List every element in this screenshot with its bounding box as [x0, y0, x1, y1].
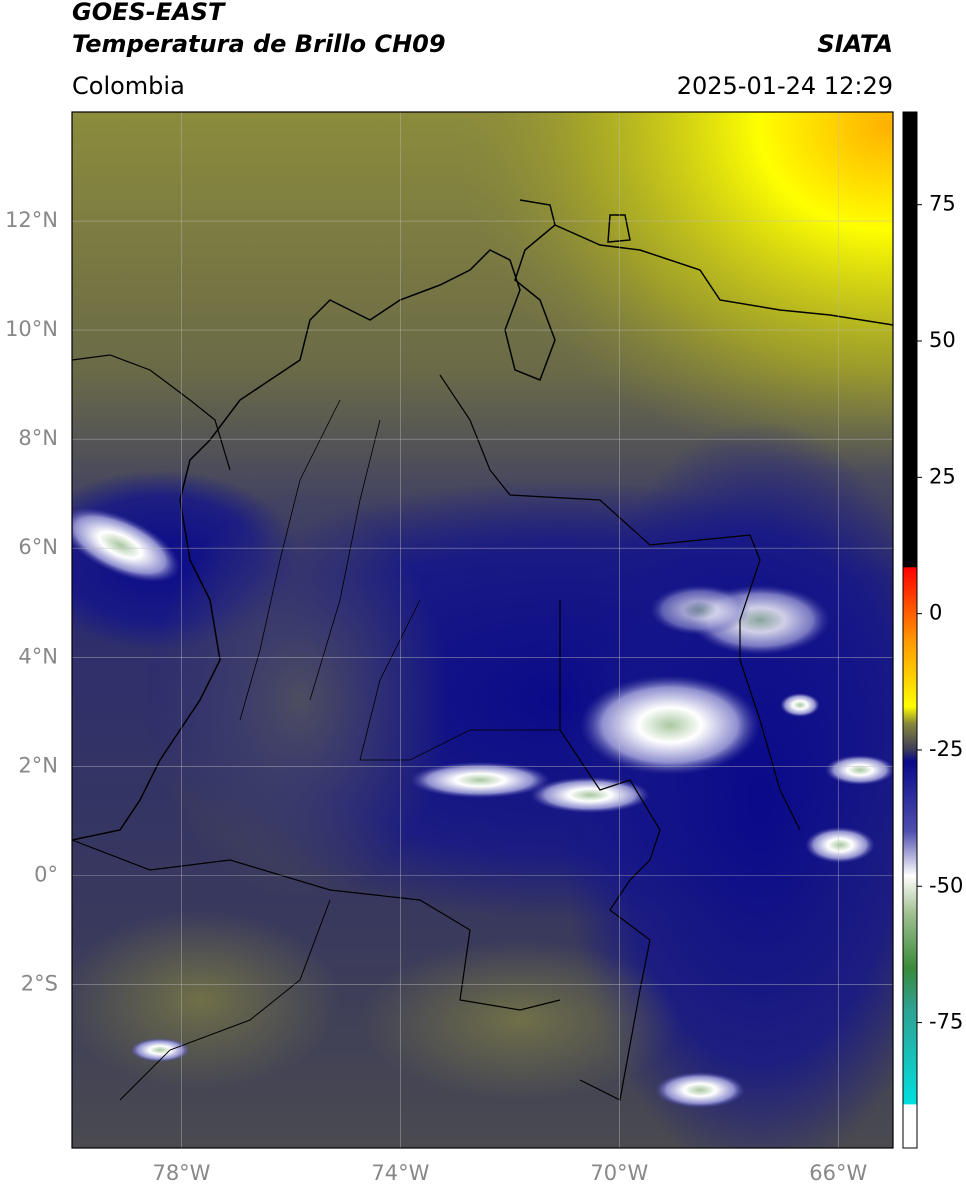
datetime: 2025-01-24 12:29 [677, 72, 893, 100]
colorbar-segment [903, 640, 917, 707]
source-name: SIATA [817, 30, 893, 58]
satellite-image [72, 112, 893, 1148]
colorbar-segment [903, 567, 917, 642]
colorbar-segment [903, 760, 917, 833]
colorbar-tick-label: 0 [929, 601, 942, 625]
product-name: Temperatura de Brillo CH09 [72, 30, 446, 58]
colorbar-tick-label: -50 [929, 873, 963, 897]
colorbar-tick-label: -25 [929, 737, 963, 761]
region-name: Colombia [72, 72, 185, 100]
lon-tick-label: 74°W [371, 1161, 429, 1185]
lat-tick-label: 6°N [18, 535, 58, 559]
lat-tick-label: 10°N [5, 317, 58, 341]
lon-tick-label: 66°W [809, 1161, 867, 1185]
colorbar-segment [903, 112, 917, 568]
lat-tick-label: 0° [34, 862, 58, 886]
lat-tick-label: 12°N [5, 208, 58, 232]
colorbar-segment [903, 1006, 917, 1105]
satellite-name: GOES-EAST [72, 0, 226, 26]
colorbar-tick-label: 50 [929, 328, 956, 352]
lat-tick-label: 8°N [18, 426, 58, 450]
colorbar-segment [903, 706, 917, 724]
colorbar-segment [903, 1104, 917, 1149]
lon-tick-label: 70°W [590, 1161, 648, 1185]
lat-tick-label: 4°N [18, 644, 58, 668]
map-frame [71, 111, 894, 1149]
lat-tick-label: 2°S [21, 971, 58, 995]
colorbar-segment [903, 913, 917, 969]
colorbar-segment [903, 749, 917, 762]
colorbar-frame [902, 111, 918, 1149]
colorbar-segment [903, 968, 917, 1007]
lat-tick-label: 2°N [18, 753, 58, 777]
colorbar-segment [903, 722, 917, 751]
colorbar-tick-label: 75 [929, 192, 956, 216]
colorbar-segment [903, 875, 917, 915]
colorbar-segment [903, 831, 917, 876]
colorbar-tick-label: 25 [929, 464, 956, 488]
colorbar-tick-label: -75 [929, 1010, 963, 1034]
lon-tick-label: 78°W [152, 1161, 210, 1185]
